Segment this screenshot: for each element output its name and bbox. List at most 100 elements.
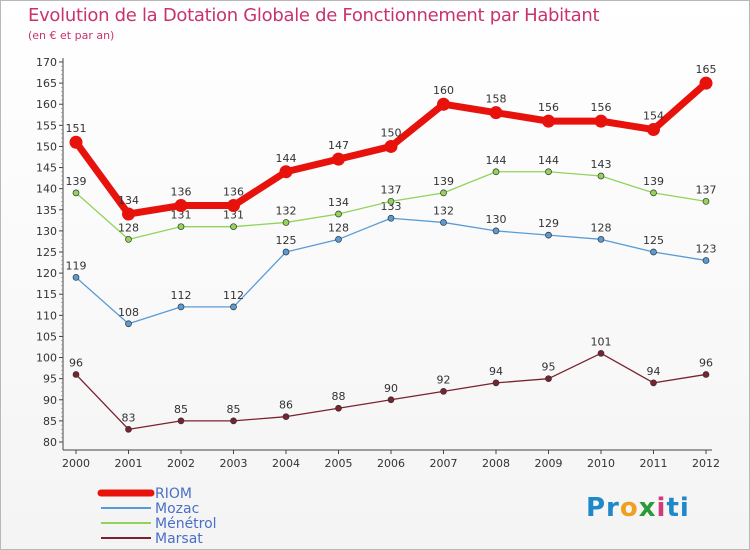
data-point-mozac [72, 273, 80, 281]
data-label-ménétrol: 139 [643, 175, 664, 188]
data-point-riom [489, 106, 503, 120]
series-line-mozac [75, 217, 707, 325]
y-tick-label: 130 [36, 225, 57, 238]
data-label-marsat: 83 [122, 411, 136, 424]
data-label-riom: 160 [433, 84, 454, 97]
logo-part: o [619, 493, 639, 523]
x-tick-label: 2001 [115, 457, 143, 470]
x-tick-label: 2012 [692, 457, 720, 470]
data-point-ménétrol [230, 223, 237, 231]
data-label-riom: 150 [381, 126, 402, 139]
y-tick-label: 115 [36, 288, 57, 301]
logo-part: ti [666, 493, 690, 523]
data-label-ménétrol: 139 [66, 175, 87, 188]
data-label-ménétrol: 144 [486, 154, 507, 167]
data-label-mozac: 125 [643, 234, 664, 247]
data-point-mozac [387, 214, 395, 222]
data-point-riom [647, 123, 660, 137]
y-tick-label: 155 [36, 119, 57, 132]
data-label-mozac: 132 [433, 204, 454, 217]
proxiti-logo: Proxiti [586, 493, 690, 523]
data-label-mozac: 123 [696, 242, 717, 255]
y-tick-label: 80 [43, 436, 57, 449]
data-point-riom [122, 207, 135, 221]
data-point-riom [437, 97, 450, 111]
data-label-riom: 136 [223, 186, 244, 199]
data-label-riom: 154 [643, 110, 664, 123]
data-label-riom: 151 [66, 122, 87, 135]
legend-label-mozac: Mozac [155, 501, 199, 517]
data-point-marsat [72, 371, 80, 378]
y-tick-label: 95 [43, 373, 57, 386]
data-point-mozac [597, 235, 605, 243]
data-point-marsat [387, 396, 395, 404]
chart-title: Evolution de la Dotation Globale de Fonc… [28, 5, 600, 26]
x-tick-label: 2003 [220, 457, 248, 470]
data-point-ménétrol [335, 210, 342, 218]
y-tick-label: 125 [36, 246, 57, 259]
data-point-marsat [492, 379, 500, 387]
data-point-mozac [440, 219, 447, 226]
logo-part: i [656, 493, 667, 523]
data-point-ménétrol [282, 219, 290, 226]
legend-label-riom: RIOM [155, 486, 192, 502]
data-label-riom: 156 [591, 101, 612, 114]
data-label-riom: 165 [696, 63, 717, 76]
data-point-mozac [282, 248, 290, 256]
y-tick-label: 90 [43, 394, 57, 407]
data-point-marsat [230, 417, 237, 425]
data-point-marsat [545, 375, 552, 383]
data-label-marsat: 94 [489, 365, 503, 378]
y-tick-label: 105 [36, 330, 57, 343]
y-tick-label: 145 [36, 162, 57, 175]
y-tick-label: 165 [36, 77, 57, 90]
data-point-ménétrol [125, 235, 132, 243]
data-point-riom [384, 139, 398, 153]
data-label-marsat: 96 [699, 356, 713, 369]
data-point-riom [279, 165, 293, 179]
data-point-marsat [440, 387, 447, 395]
data-label-ménétrol: 139 [433, 175, 454, 188]
logo-part: x [638, 493, 657, 523]
data-label-marsat: 92 [437, 373, 451, 386]
data-point-ménétrol [72, 189, 80, 197]
data-label-ménétrol: 131 [171, 209, 192, 222]
data-point-ménétrol [702, 197, 710, 205]
x-tick-label: 2002 [167, 457, 195, 470]
data-point-riom [227, 199, 240, 213]
x-tick-label: 2010 [587, 457, 615, 470]
data-point-riom [69, 135, 83, 149]
legend-label-ménétrol: Ménétrol [155, 516, 217, 532]
data-point-mozac [335, 235, 342, 243]
y-tick-label: 160 [36, 98, 57, 111]
data-label-marsat: 88 [332, 390, 346, 403]
data-label-ménétrol: 144 [538, 154, 559, 167]
data-label-riom: 134 [118, 194, 139, 207]
data-label-mozac: 112 [223, 289, 244, 302]
data-label-mozac: 125 [276, 234, 297, 247]
data-point-riom [594, 114, 608, 128]
data-point-marsat [597, 349, 605, 357]
y-tick-label: 140 [36, 183, 57, 196]
data-point-mozac [702, 257, 710, 264]
data-label-riom: 156 [538, 101, 559, 114]
logo-part: Pr [586, 493, 620, 523]
data-point-riom [174, 199, 188, 213]
data-point-marsat [650, 379, 657, 387]
x-tick-label: 2007 [430, 457, 458, 470]
data-label-mozac: 129 [538, 217, 559, 230]
y-tick-label: 110 [36, 309, 57, 322]
data-point-marsat [282, 413, 290, 421]
x-tick-label: 2011 [640, 457, 668, 470]
y-tick-label: 150 [36, 140, 57, 153]
data-point-mozac [125, 320, 132, 328]
data-point-mozac [177, 303, 185, 311]
data-point-ménétrol [387, 197, 395, 205]
x-tick-label: 2005 [325, 457, 353, 470]
data-label-riom: 144 [276, 152, 297, 165]
data-label-mozac: 133 [381, 200, 402, 213]
data-label-marsat: 85 [174, 403, 188, 416]
data-label-mozac: 112 [171, 289, 192, 302]
